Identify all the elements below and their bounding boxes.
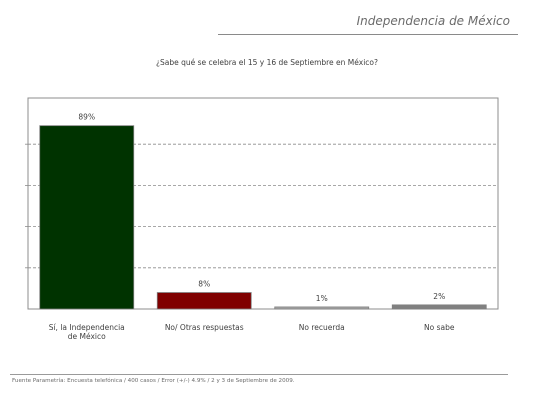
- data-label-2: 8%: [198, 280, 210, 289]
- x-tick-label: de México: [68, 332, 106, 341]
- data-label-4: 2%: [433, 292, 445, 301]
- bar-4: [391, 304, 487, 310]
- footer-rule: [10, 374, 508, 375]
- x-tick-label: No/ Otras respuestas: [165, 323, 244, 332]
- chart-title: ¿Sabe qué se celebra el 15 y 16 de Septi…: [156, 58, 378, 67]
- data-label-3: 1%: [316, 294, 328, 303]
- x-tick-label: No recuerda: [299, 323, 345, 332]
- bar-1: [39, 125, 135, 310]
- x-tick-label: No sabe: [424, 323, 455, 332]
- bar-2: [156, 292, 252, 310]
- x-tick-label: Sí, la Independencia: [49, 323, 125, 332]
- data-label-1: 89%: [78, 113, 95, 122]
- footer-source: Fuente Parametría: Encuesta telefónica /…: [12, 378, 295, 384]
- bar-3: [274, 306, 370, 310]
- header-rule: [218, 34, 518, 35]
- header-title: Independencia de México: [356, 14, 510, 28]
